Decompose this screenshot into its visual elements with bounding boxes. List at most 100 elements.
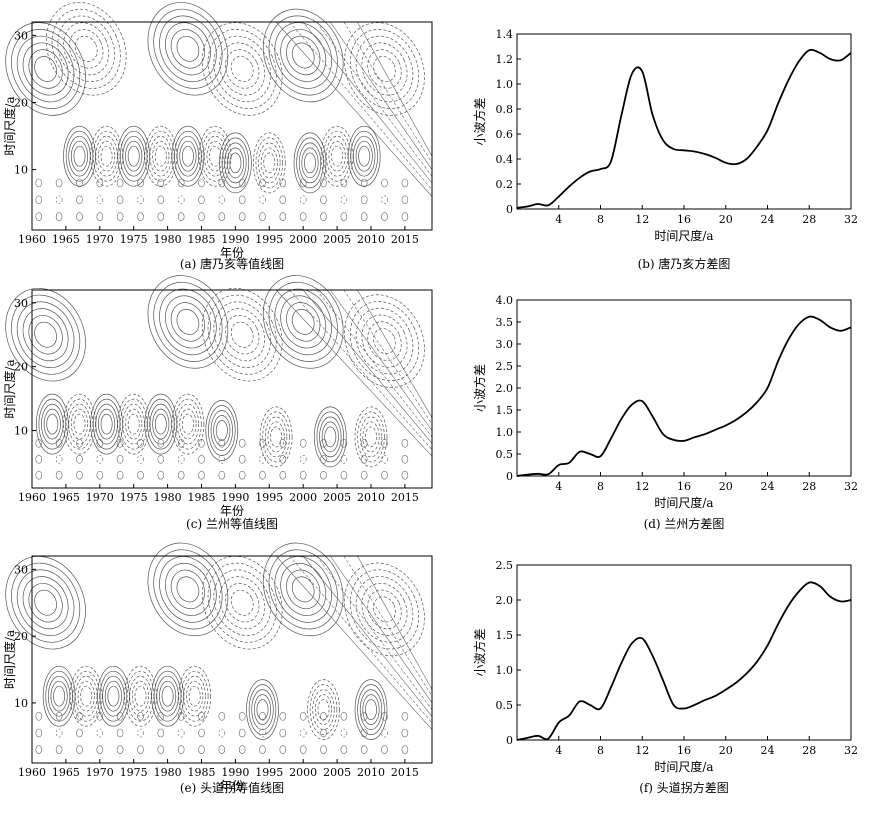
data-point <box>714 695 716 697</box>
contour-line <box>98 140 116 172</box>
contour-line <box>77 680 95 712</box>
x-tick-label: 2015 <box>391 233 419 246</box>
contour-line <box>320 745 327 754</box>
contour-line <box>304 152 316 174</box>
contour-line <box>357 289 433 418</box>
variance-line-b <box>516 48 852 209</box>
contour-line <box>57 15 115 83</box>
contour-line <box>248 684 277 735</box>
contour-line <box>161 685 174 707</box>
contour-line <box>92 130 121 182</box>
data-point <box>579 700 581 703</box>
contour-line <box>171 125 205 187</box>
x-tick-label: 28 <box>802 213 816 226</box>
x-tick-label: 2000 <box>289 233 317 246</box>
contour-line <box>35 178 43 188</box>
data-point <box>568 714 570 717</box>
contour-line <box>331 145 344 167</box>
data-point <box>787 339 790 341</box>
x-tick-label: 1960 <box>18 233 46 246</box>
contour-line <box>279 745 287 754</box>
contour-line <box>259 728 266 738</box>
x-tick-label: 1970 <box>86 233 114 246</box>
panel-caption: (e) 头道拐等值线图 <box>180 780 284 795</box>
x-tick-label: 1965 <box>52 766 80 779</box>
contour-line <box>360 438 368 448</box>
contour-line <box>69 29 104 69</box>
contour-line <box>176 35 200 62</box>
contour-line <box>238 178 246 188</box>
data-point <box>599 455 602 457</box>
data-point <box>662 433 664 435</box>
contour-line <box>365 699 377 720</box>
contour-line <box>291 42 315 69</box>
contour-line <box>316 555 433 710</box>
contour-line <box>258 142 281 184</box>
contour-line <box>323 130 351 182</box>
x-tick-label: 2010 <box>357 233 385 246</box>
data-point <box>840 330 842 332</box>
contour-line <box>164 562 211 616</box>
x-tick-label: 20 <box>719 744 733 757</box>
y-tick-label: 10 <box>14 697 28 710</box>
x-tick-label: 28 <box>802 480 816 493</box>
contour-line <box>55 745 63 754</box>
data-point <box>610 160 612 163</box>
contour-line <box>55 728 63 738</box>
contour-line <box>90 393 123 455</box>
contour-line <box>238 711 246 721</box>
panel-caption: (d) 兰州方差图 <box>644 516 725 531</box>
contour-line <box>259 470 266 480</box>
contour-line <box>180 670 209 722</box>
contour-line <box>34 321 57 348</box>
contour-line <box>157 195 165 205</box>
contour-line <box>373 328 396 355</box>
contour-line <box>350 130 378 182</box>
contour-line <box>72 670 100 722</box>
contour-line <box>268 281 338 362</box>
contour-line <box>127 145 140 167</box>
data-point <box>526 737 529 739</box>
contour-line <box>28 315 63 355</box>
contour-line <box>28 583 63 623</box>
contour-line <box>96 454 104 464</box>
data-point <box>568 185 570 188</box>
x-axis-label: 时间尺度/a <box>654 228 713 243</box>
contour-line <box>170 29 206 69</box>
contour-line <box>181 145 194 167</box>
x-tick-label: 1970 <box>86 766 114 779</box>
contour-line <box>360 195 368 205</box>
y-tick-label: 30 <box>14 29 28 42</box>
contour-line <box>381 195 388 205</box>
x-tick-label: 1985 <box>187 233 215 246</box>
contour-line <box>275 289 433 457</box>
contour-line <box>340 438 348 448</box>
contour-line <box>353 135 376 177</box>
contour-line <box>340 212 348 221</box>
x-tick-label: 1995 <box>255 233 283 246</box>
data-point <box>620 114 623 116</box>
contour-line <box>267 421 285 453</box>
contour-line <box>238 212 246 221</box>
contour-line <box>360 454 368 464</box>
contour-line-layer <box>5 2 852 754</box>
contour-line <box>198 178 205 188</box>
contour-line <box>299 438 307 448</box>
contour-line <box>262 411 290 463</box>
data-point <box>599 168 602 170</box>
data-point <box>808 316 810 318</box>
contour-line <box>116 470 124 480</box>
contour-line <box>252 132 286 194</box>
contour-line <box>359 689 383 730</box>
contour-line <box>286 35 321 76</box>
data-point <box>819 319 821 321</box>
contour-line <box>361 42 408 96</box>
contour-line <box>219 42 266 96</box>
data-point <box>610 686 612 689</box>
contour-line <box>177 454 185 464</box>
contour-line <box>224 142 247 184</box>
contour-line <box>213 301 271 368</box>
contour-line <box>360 178 368 188</box>
contour-line <box>293 132 327 194</box>
